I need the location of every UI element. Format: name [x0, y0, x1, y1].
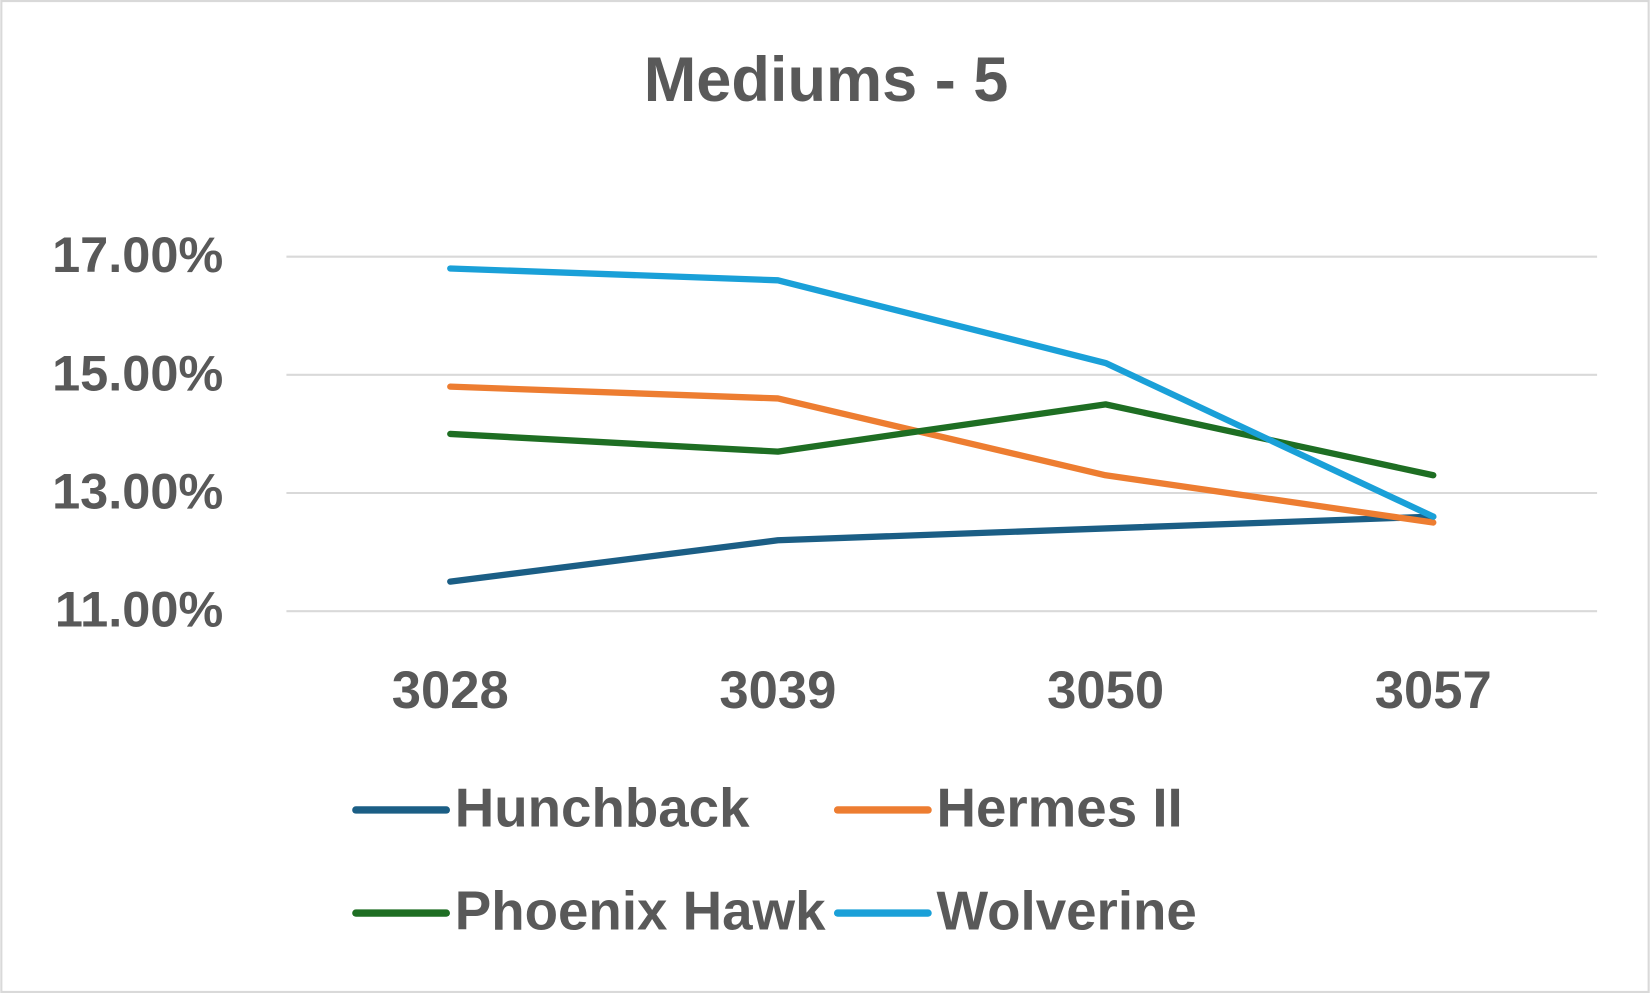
- series-line: [447, 513, 1437, 585]
- legend-label: Phoenix Hawk: [455, 880, 826, 942]
- legend-label: Hermes II: [937, 777, 1183, 839]
- series-line: [447, 383, 1437, 526]
- x-tick-label: 3057: [1375, 661, 1492, 720]
- y-tick-label: 15.00%: [52, 344, 223, 401]
- legend-label: Wolverine: [937, 880, 1197, 942]
- y-tick-label: 13.00%: [52, 462, 223, 519]
- y-tick-label: 11.00%: [55, 581, 223, 638]
- y-tick-label: 17.00%: [52, 226, 223, 283]
- x-tick-label: 3028: [392, 661, 509, 720]
- x-tick-label: 3039: [719, 661, 836, 720]
- chart-title: Mediums - 5: [644, 45, 1009, 115]
- legend-label: Hunchback: [455, 777, 750, 839]
- series-line: [447, 265, 1437, 520]
- x-tick-label: 3050: [1047, 661, 1164, 720]
